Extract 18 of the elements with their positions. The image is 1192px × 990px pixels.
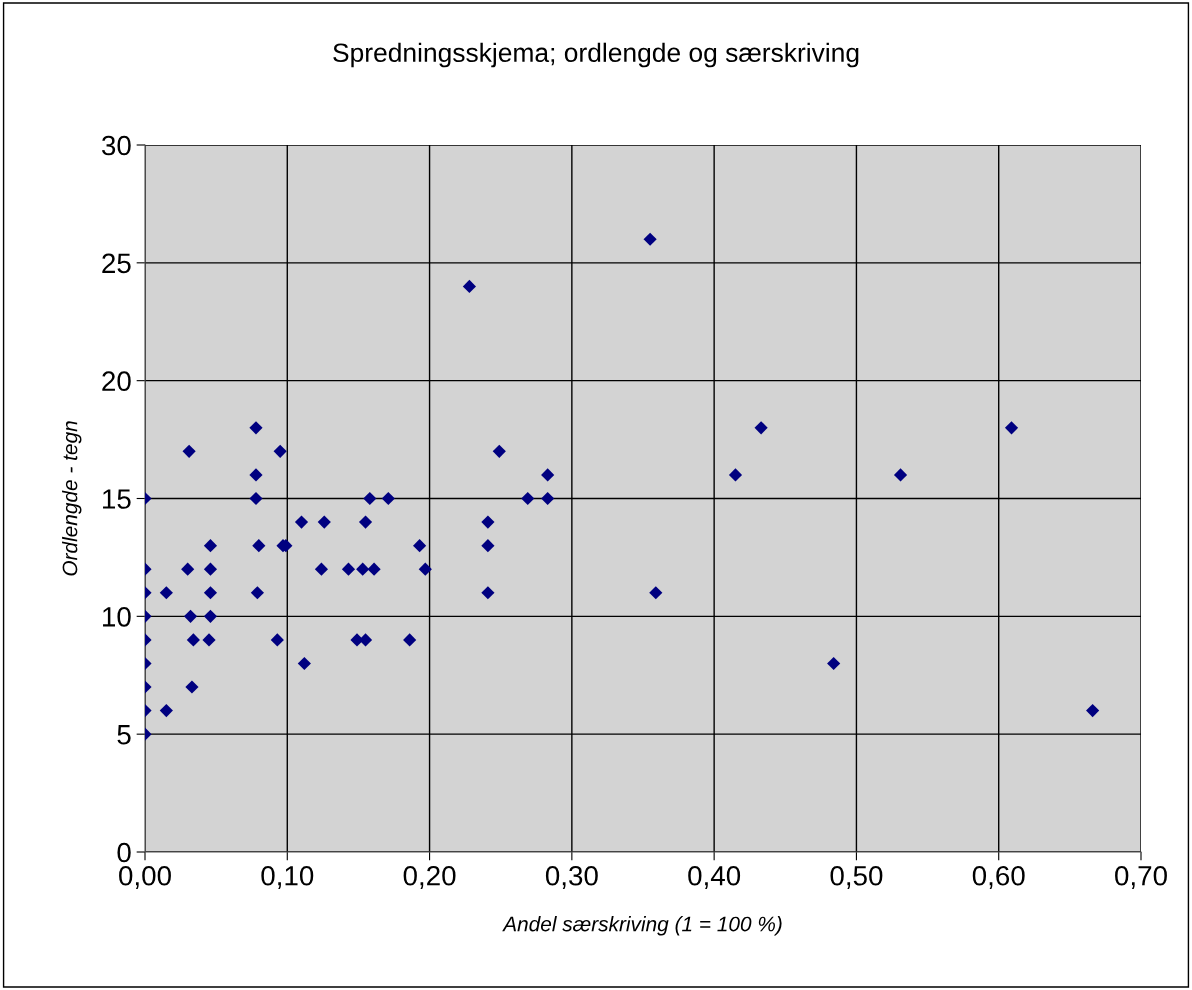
y-tick-label: 5 bbox=[117, 725, 131, 745]
y-tick-label: 0 bbox=[117, 842, 131, 863]
x-tick-label: 0,50 bbox=[830, 865, 883, 889]
y-tick-label: 30 bbox=[101, 135, 131, 156]
y-tick-label: 25 bbox=[102, 253, 131, 274]
y-tick-label: 10 bbox=[103, 607, 131, 627]
x-tick-label: 0,10 bbox=[261, 865, 314, 889]
x-tick-label: 0,30 bbox=[545, 865, 598, 889]
x-tick-label: 0,20 bbox=[403, 865, 456, 889]
y-tick-label: 20 bbox=[102, 371, 131, 392]
y-tick-label: 15 bbox=[103, 489, 131, 509]
x-tick-label: 0,00 bbox=[119, 865, 171, 889]
chart-title: Spredningsskjema; ordlengde og særskriving bbox=[333, 42, 859, 68]
y-axis-title: Ordlengde - tegn bbox=[62, 421, 82, 576]
x-tick-label: 0,70 bbox=[1115, 865, 1167, 889]
x-axis-title: Andel særskriving (1 = 100 %) bbox=[502, 916, 782, 936]
x-tick-label: 0,60 bbox=[972, 865, 1025, 889]
x-tick-label: 0,40 bbox=[688, 865, 741, 889]
